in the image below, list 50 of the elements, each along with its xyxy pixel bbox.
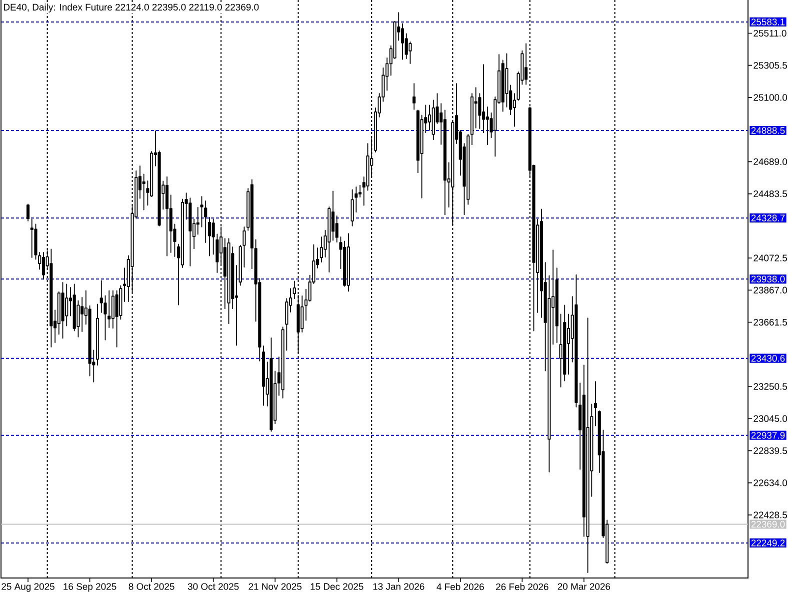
- ref-line-label: 22249.2: [751, 540, 785, 546]
- y-tick-label: 22428.5: [754, 512, 788, 518]
- y-tick-label: 22634.0: [754, 479, 788, 486]
- x-tick-label: 15 Dec 2025: [310, 583, 364, 590]
- candlestick: [524, 43, 528, 85]
- y-tick-label: 25100.0: [754, 94, 788, 101]
- candlestick: [30, 218, 34, 258]
- x-tick-label: 16 Sep 2025: [64, 583, 116, 592]
- candlestick: [208, 217, 211, 256]
- y-tick-label: 24072.5: [754, 254, 788, 262]
- y-tick-label: 23867.0: [754, 286, 788, 294]
- candlestick: [96, 304, 100, 366]
- chart-title: DE40, Daily: Index Future 22124.0 22395.0 22119.0 22369.0: [4, 4, 259, 12]
- y-tick-label: 23045.0: [754, 415, 788, 422]
- candlestick: [204, 200, 208, 243]
- x-tick-label: 30 Oct 2025: [188, 583, 239, 590]
- candlestick: [227, 238, 230, 324]
- candlestick: [165, 176, 169, 256]
- y-tick-label: 24689.0: [754, 158, 788, 166]
- y-tick-label: 24483.5: [754, 190, 788, 198]
- x-tick-label: 26 Feb 2026: [496, 583, 548, 590]
- ref-line-label: 25583.1: [751, 18, 785, 26]
- x-tick-label: 13 Jan 2026: [373, 583, 424, 590]
- y-tick-label: 23250.5: [754, 383, 788, 390]
- x-tick-label: 25 Aug 2025: [2, 583, 54, 592]
- candlestick: [26, 204, 30, 222]
- candlestick: [574, 274, 578, 408]
- y-tick-label: 25305.5: [754, 62, 788, 69]
- candlestick: [262, 345, 266, 406]
- candlestick: [346, 233, 350, 292]
- candlestick: [270, 338, 273, 432]
- candlestick: [412, 83, 416, 110]
- ref-line-label: 23430.6: [751, 354, 785, 362]
- ref-line-label: 22937.9: [751, 432, 785, 439]
- candlestick: [350, 189, 354, 226]
- y-tick-label: 25511.0: [754, 30, 786, 37]
- x-tick-label: 4 Feb 2026: [436, 583, 484, 590]
- ref-line-label: 24328.7: [751, 214, 785, 222]
- ref-line-label: 22369.0: [751, 520, 785, 528]
- candlestick: [594, 381, 598, 426]
- candlestick: [61, 282, 64, 339]
- y-tick-label: 22839.5: [754, 447, 788, 454]
- candlestick: [292, 280, 296, 300]
- candlestick: [42, 252, 45, 280]
- x-tick-label: 20 Mar 2026: [558, 583, 610, 590]
- x-tick-label: 8 Oct 2025: [128, 583, 174, 590]
- ref-line-label: 24888.5: [751, 127, 785, 134]
- ref-line-label: 23938.0: [751, 276, 785, 282]
- x-tick-label: 21 Nov 2025: [248, 583, 302, 590]
- y-tick-label: 23661.5: [754, 318, 788, 326]
